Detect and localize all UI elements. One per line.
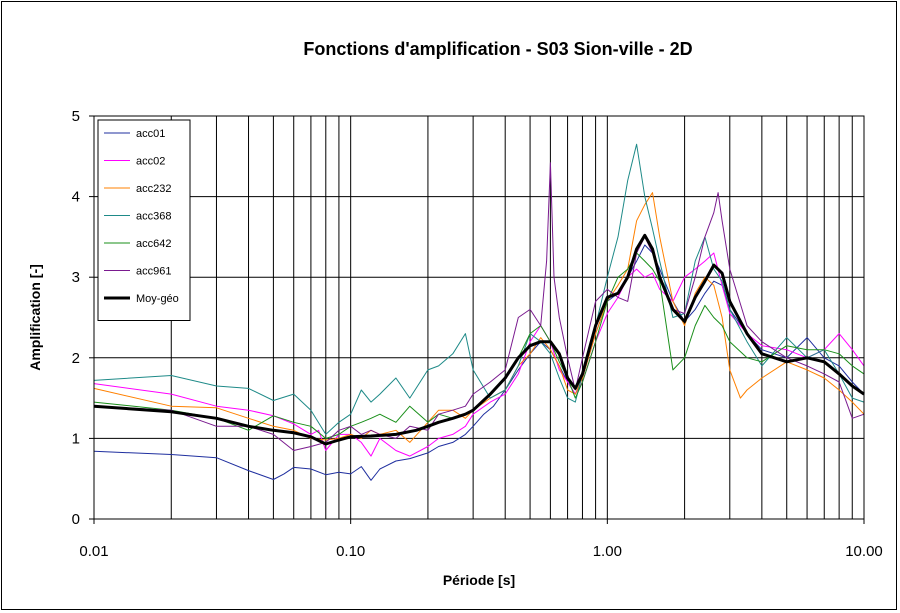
legend-label-6: Moy-géo	[136, 293, 179, 305]
series-line-1	[93, 252, 865, 457]
x-tick-label: 0.01	[79, 543, 108, 560]
series-line-4	[93, 252, 865, 439]
y-tick-label: 0	[72, 511, 80, 528]
plot-area	[93, 115, 865, 520]
legend-label-1: acc02	[136, 156, 165, 168]
grid	[94, 116, 864, 519]
series-line-5	[93, 162, 865, 451]
y-tick-label: 3	[72, 269, 80, 286]
x-axis-label: Période [s]	[443, 572, 515, 588]
y-tick-label: 2	[72, 350, 80, 367]
series-line-0	[93, 244, 865, 481]
legend-box	[97, 119, 191, 321]
ticks: 0 1 2 3 4 5 0.01 0.10 1.00 10.00	[72, 108, 883, 560]
y-tick-label: 1	[72, 430, 80, 447]
x-tick-label: 1.00	[593, 543, 622, 560]
legend-label-0: acc01	[136, 128, 165, 140]
legend-label-4: acc642	[136, 238, 171, 250]
series-line-2	[93, 192, 865, 443]
legend: acc01 acc02 acc232 acc368 acc642 acc961 Moy-gé…	[97, 119, 191, 321]
chart-title: Fonctions d'amplification - S03 Sion-vil…	[303, 39, 692, 59]
series-line-6	[93, 233, 865, 446]
legend-label-3: acc368	[136, 211, 171, 223]
legend-label-5: acc961	[136, 266, 171, 278]
legend-label-2: acc232	[136, 183, 171, 195]
y-tick-label: 4	[72, 189, 80, 206]
x-tick-label: 10.00	[845, 543, 883, 560]
x-tick-label: 0.10	[336, 543, 365, 560]
y-axis-label: Amplification [-]	[27, 264, 43, 371]
y-tick-label: 5	[72, 108, 80, 125]
series-line-3	[93, 143, 865, 435]
series-group	[93, 143, 865, 481]
